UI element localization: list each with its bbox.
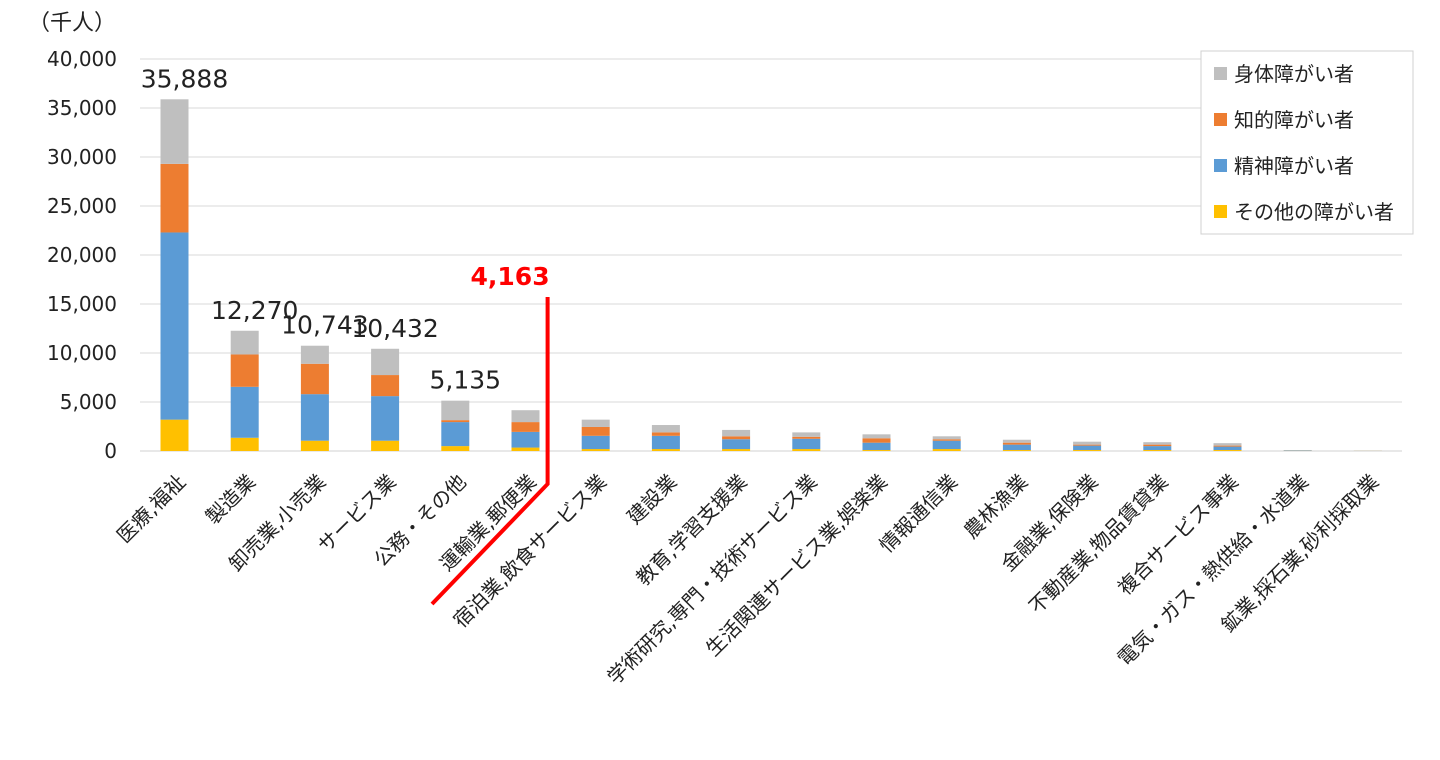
y-tick-label: 25,000	[47, 194, 117, 218]
bar-segment	[1073, 446, 1101, 450]
bar-segment	[371, 396, 399, 441]
legend-swatch	[1214, 159, 1227, 172]
bar-segment	[863, 443, 891, 450]
legend-swatch	[1214, 205, 1227, 218]
bar-segment	[933, 436, 961, 439]
bar-segment	[371, 375, 399, 396]
bar-segment	[301, 364, 329, 394]
bar-segment	[441, 401, 469, 420]
bar-segment	[1214, 450, 1242, 451]
bar-segment	[301, 346, 329, 364]
bar-segment	[792, 449, 820, 451]
bar-segment	[722, 430, 750, 436]
bar-segment	[1073, 450, 1101, 451]
x-tick-label: 建設業	[622, 470, 681, 529]
legend-label: その他の障がい者	[1234, 200, 1394, 224]
bar-segment	[1214, 446, 1242, 447]
callout-label: 4,163	[471, 262, 550, 291]
bar-segment	[161, 99, 189, 164]
bar-segment	[371, 349, 399, 375]
bar-segment	[582, 420, 610, 427]
y-axis: 40,000 35,000 30,000 25,000 20,000 15,000 10,0…	[47, 47, 117, 463]
bar-segment	[161, 164, 189, 233]
bar-segment	[1003, 443, 1031, 445]
bar-segment	[301, 394, 329, 441]
legend-swatch	[1214, 113, 1227, 126]
y-tick-label: 30,000	[47, 145, 117, 169]
bar-segment	[512, 410, 540, 422]
bar-segment	[231, 387, 259, 438]
bar-segment	[652, 432, 680, 435]
bar-segment	[863, 450, 891, 451]
y-tick-label: 5,000	[60, 390, 117, 414]
bar-segment	[1003, 445, 1031, 450]
bar-segment	[1003, 450, 1031, 451]
bar-segment	[792, 439, 820, 449]
total-label: 35,888	[141, 64, 228, 93]
legend-label: 身体障がい者	[1234, 62, 1354, 86]
bar-segment	[652, 436, 680, 449]
bar-segment	[301, 441, 329, 451]
bar-segment	[1143, 445, 1171, 446]
bars	[161, 99, 1382, 451]
bar-segment	[1214, 443, 1242, 445]
y-tick-label: 15,000	[47, 292, 117, 316]
bar-segment	[582, 436, 610, 449]
bar-segment	[582, 427, 610, 436]
total-label: 10,432	[351, 314, 438, 343]
bar-segment	[441, 422, 469, 446]
bar-segment	[722, 436, 750, 439]
x-axis: 医療,福祉製造業卸売業,小売業サービス業公務・その他運輸業,郵便業宿泊業,飲食サ…	[112, 470, 1383, 689]
legend-label: 精神障がい者	[1234, 154, 1354, 178]
bar-segment	[371, 441, 399, 451]
bar-segment	[863, 434, 891, 438]
bar-segment	[161, 232, 189, 419]
bar-segment	[863, 438, 891, 442]
bar-segment	[652, 449, 680, 451]
bar-segment	[1143, 446, 1171, 450]
y-tick-label: 20,000	[47, 243, 117, 267]
bar-segment	[1003, 440, 1031, 443]
bar-segment	[933, 441, 961, 449]
bar-segment	[792, 437, 820, 439]
bar-segment	[441, 420, 469, 422]
bar-segment	[722, 449, 750, 451]
bar-segment	[231, 354, 259, 386]
y-tick-label: 40,000	[47, 47, 117, 71]
x-tick-label: 複合サービス事業	[1113, 470, 1243, 600]
bar-segment	[441, 446, 469, 451]
bar-segment	[1073, 442, 1101, 445]
bar-segment	[512, 432, 540, 448]
bar-segment	[1143, 450, 1171, 451]
y-tick-label: 10,000	[47, 341, 117, 365]
legend-swatch	[1214, 67, 1227, 80]
bar-segment	[933, 449, 961, 451]
bar-segment	[1073, 445, 1101, 446]
y-tick-label: 0	[104, 439, 117, 463]
unit-label: （千人）	[28, 11, 116, 36]
x-tick-label: 製造業	[201, 470, 260, 529]
x-tick-label: 医療,福祉	[112, 470, 190, 548]
bar-segment	[231, 331, 259, 355]
bar-segment	[161, 420, 189, 451]
y-tick-label: 35,000	[47, 96, 117, 120]
bar-segment	[512, 448, 540, 451]
bar-segment	[652, 425, 680, 432]
bar-segment	[933, 439, 961, 440]
x-tick-label: 農林漁業	[959, 470, 1033, 544]
bar-segment	[231, 438, 259, 451]
bar-segment	[1143, 442, 1171, 444]
legend-label: 知的障がい者	[1234, 108, 1354, 132]
bar-segment	[792, 432, 820, 436]
total-label: 5,135	[430, 366, 502, 395]
bar-segment	[1214, 447, 1242, 450]
bar-segment	[512, 422, 540, 432]
bar-segment	[722, 439, 750, 449]
bar-segment	[582, 449, 610, 451]
